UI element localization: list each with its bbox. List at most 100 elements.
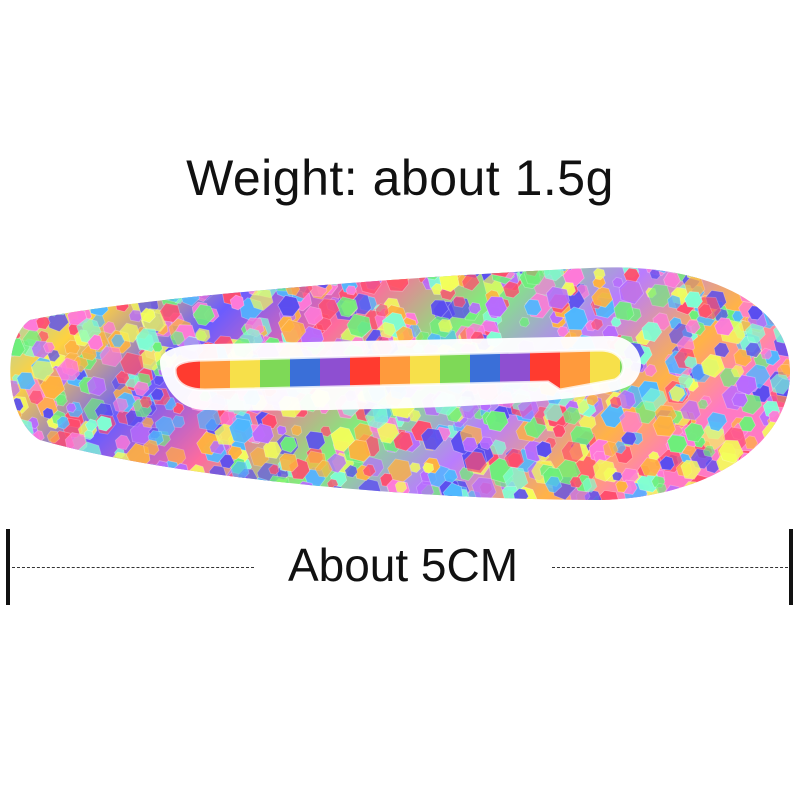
sequin [773,267,790,283]
sequin [42,341,56,354]
sequin [744,322,766,344]
sequin [96,462,111,477]
sequin [667,294,682,310]
sequin [725,481,737,493]
sequin [151,482,177,500]
sequin [111,272,135,294]
sequin [652,415,676,437]
sequin [10,423,22,442]
sequin [220,274,233,287]
sequin [238,267,251,279]
sequin [305,267,329,277]
sequin [783,485,790,500]
sequin [562,406,582,426]
sequin [394,481,408,494]
sequin [647,283,672,308]
sequin [39,287,65,313]
sequin [15,458,33,476]
sequin [560,440,584,463]
sequin [70,486,87,500]
sequin [10,285,28,306]
sequin [54,460,76,481]
sequin [552,423,567,438]
sequin [17,288,35,306]
sequin [677,373,694,389]
sequin [754,448,779,470]
sequin [10,469,31,493]
sequin [268,463,280,475]
sequin [43,267,70,285]
sequin [770,271,788,289]
sequin [13,272,32,290]
sequin [392,430,414,452]
sequin [127,281,143,296]
sequin [55,357,81,381]
sequin [785,438,790,451]
sequin [430,282,444,296]
sequin [518,316,530,328]
sequin [31,448,42,461]
sequin [114,434,131,450]
sequin [38,449,63,474]
sequin [615,480,629,493]
sequin [618,279,645,305]
sequin [502,280,520,299]
sequin [464,451,488,474]
sequin [266,475,291,498]
sequin [94,458,114,477]
sequin [362,463,377,478]
sequin [468,301,482,315]
size-indicator: About 5CM [0,525,800,605]
sequin [786,329,790,343]
sequin [40,489,60,500]
sequin [735,374,758,396]
sequin [178,481,197,500]
sequin [326,452,347,474]
sequin [786,274,790,288]
sequin [326,485,347,500]
sequin [364,404,389,430]
sequin [37,278,61,301]
sequin [780,419,790,444]
sequin [207,487,222,500]
sequin [562,267,576,271]
sequin [132,490,152,500]
sequin [772,323,790,344]
sequin [569,476,583,489]
sequin [759,347,773,360]
sequin [730,472,753,494]
sequin [758,485,783,500]
sequin [437,318,453,333]
sequin [738,415,756,432]
sequin [26,456,41,472]
size-label: About 5CM [287,539,519,591]
sequin [712,267,729,276]
sequin [77,463,97,482]
sequin [143,439,160,456]
sequin [763,439,788,463]
sequin [484,296,508,318]
sequin [10,417,34,442]
sequin [262,441,283,459]
sequin [276,267,289,277]
sequin [778,488,790,500]
sequin [763,431,789,456]
sequin [430,299,450,318]
sequin [10,423,26,449]
sequin [435,267,452,274]
sequin [744,342,762,358]
sequin [374,303,390,318]
sequin [196,406,222,432]
sequin [251,423,275,445]
sequin [585,393,599,407]
sequin [713,493,737,500]
sequin [36,463,55,481]
sequin [25,267,37,276]
sequin [761,434,784,456]
sequin [210,484,234,500]
sequin [686,267,712,275]
sequin [706,267,729,285]
sequin [88,481,106,498]
sequin [94,490,117,500]
